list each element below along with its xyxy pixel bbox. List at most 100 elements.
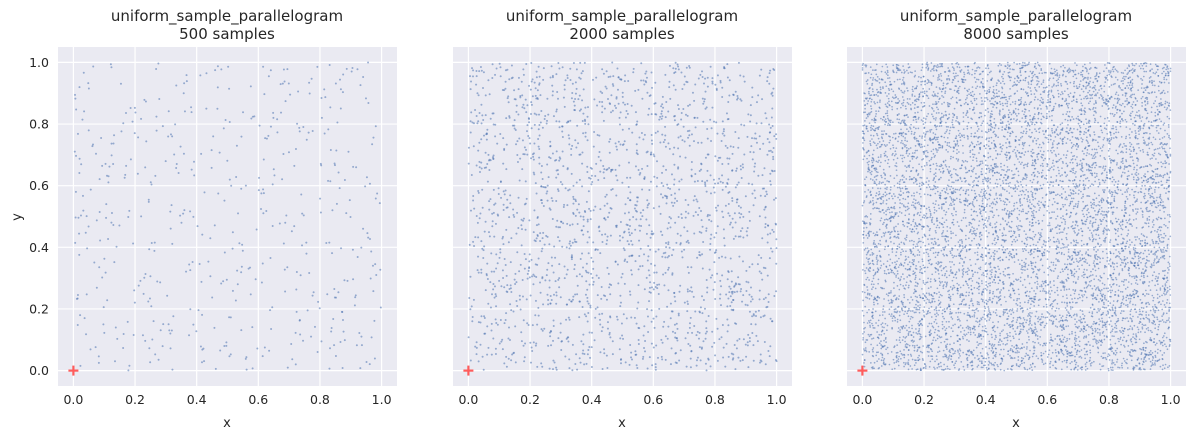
sample-point: [1144, 173, 1146, 175]
sample-point: [79, 364, 82, 367]
sample-point: [945, 188, 948, 191]
sample-point: [939, 293, 942, 296]
sample-point: [269, 309, 272, 312]
sample-point: [109, 63, 112, 66]
sample-point: [526, 272, 529, 275]
sample-point: [240, 187, 243, 190]
sample-point: [928, 105, 931, 107]
sample-point: [568, 143, 571, 146]
sample-point: [578, 300, 581, 303]
sample-point: [584, 269, 587, 272]
sample-point: [1109, 143, 1112, 145]
sample-point: [378, 202, 381, 205]
sample-point: [339, 78, 341, 81]
sample-point: [1157, 124, 1160, 127]
sample-point: [1089, 80, 1091, 83]
sample-point: [203, 191, 206, 194]
sample-point: [697, 337, 700, 340]
sample-point: [1014, 187, 1016, 190]
sample-point: [726, 330, 729, 333]
sample-point: [920, 76, 922, 79]
sample-point: [751, 263, 754, 266]
sample-point: [284, 290, 287, 293]
sample-point: [606, 216, 609, 219]
sample-point: [219, 349, 222, 352]
sample-point: [516, 305, 519, 308]
sample-point: [193, 160, 195, 163]
sample-point: [1123, 142, 1125, 145]
sample-point: [212, 135, 215, 138]
sample-point: [1115, 131, 1117, 134]
sample-point: [470, 305, 473, 308]
sample-point: [99, 239, 102, 242]
sample-point: [607, 272, 610, 275]
sample-point: [686, 290, 689, 293]
sample-point: [1093, 285, 1096, 287]
sample-point: [528, 121, 531, 124]
sample-point: [1076, 206, 1079, 209]
sample-point: [565, 273, 568, 276]
sample-point: [746, 344, 749, 347]
sample-point: [158, 97, 161, 100]
sample-point: [876, 101, 879, 104]
sample-point: [885, 85, 888, 88]
sample-point: [724, 365, 727, 368]
sample-point: [1002, 104, 1004, 107]
sample-point: [1011, 344, 1013, 347]
sample-point: [1048, 169, 1051, 172]
sample-point: [1115, 69, 1118, 72]
sample-point: [349, 216, 352, 219]
sample-point: [914, 281, 917, 284]
sample-point: [1167, 319, 1170, 321]
sample-point: [169, 133, 172, 136]
sample-point: [1148, 81, 1151, 84]
sample-point: [541, 329, 544, 332]
sample-point: [147, 198, 150, 201]
sample-point: [938, 291, 940, 294]
sample-point: [954, 362, 957, 365]
sample-point: [898, 193, 900, 196]
sample-point: [514, 361, 517, 364]
sample-point: [879, 239, 881, 242]
sample-point: [1039, 164, 1042, 167]
sample-point: [924, 367, 927, 369]
sample-point: [525, 148, 528, 151]
sample-point: [1009, 331, 1011, 334]
sample-point: [472, 194, 475, 197]
sample-point: [935, 162, 938, 165]
sample-point: [676, 200, 679, 203]
sample-point: [876, 360, 878, 363]
sample-point: [728, 157, 731, 160]
sample-point: [535, 237, 538, 240]
sample-point: [983, 310, 986, 312]
sample-point: [592, 283, 595, 286]
sample-point: [1022, 164, 1025, 167]
sample-point: [560, 340, 563, 343]
sample-point: [251, 115, 254, 118]
sample-point: [674, 197, 677, 200]
sample-point: [1097, 204, 1099, 206]
sample-point: [765, 190, 768, 193]
sample-point: [92, 143, 94, 146]
sample-point: [1089, 93, 1091, 96]
sample-point: [513, 127, 516, 130]
sample-point: [1001, 208, 1004, 211]
sample-point: [1128, 84, 1131, 87]
sample-point: [1070, 151, 1073, 154]
sample-point: [773, 135, 776, 138]
sample-point: [148, 248, 151, 251]
sample-point: [889, 119, 892, 122]
sample-point: [601, 92, 604, 94]
sample-point: [591, 180, 594, 183]
sample-point: [622, 101, 625, 104]
sample-point: [1032, 198, 1034, 201]
sample-point: [587, 311, 590, 314]
sample-point: [745, 290, 748, 293]
sample-point: [350, 70, 353, 73]
sample-point: [1009, 339, 1012, 342]
sample-point: [1097, 267, 1100, 270]
sample-point: [676, 339, 679, 342]
sample-point: [297, 90, 300, 93]
sample-point: [218, 151, 221, 154]
sample-point: [325, 241, 328, 244]
